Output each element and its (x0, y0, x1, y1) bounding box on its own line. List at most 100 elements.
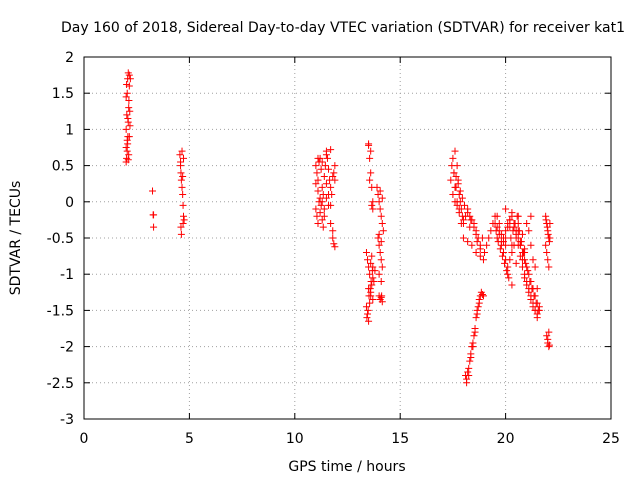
data-point (502, 205, 510, 213)
data-point (126, 107, 134, 115)
data-point (327, 201, 335, 209)
data-point (378, 298, 386, 306)
data-point (508, 241, 516, 249)
data-point (479, 256, 487, 264)
data-point (451, 147, 459, 155)
data-points (122, 69, 554, 387)
data-point (373, 183, 381, 191)
data-point (376, 187, 384, 195)
data-point (529, 256, 537, 264)
data-point (368, 201, 376, 209)
data-point (179, 154, 187, 162)
data-point (368, 281, 376, 289)
data-point (331, 243, 339, 251)
data-point (317, 165, 325, 173)
data-point (514, 241, 522, 249)
plot-frame (83, 56, 612, 420)
data-point (516, 238, 524, 246)
data-point (124, 156, 132, 164)
data-point (364, 256, 372, 264)
data-point (364, 306, 372, 314)
data-point (479, 292, 487, 300)
data-point (312, 162, 320, 170)
data-point (497, 230, 505, 238)
axis-ticks (83, 56, 612, 420)
data-point (512, 230, 520, 238)
data-point (451, 198, 459, 206)
data-point (459, 234, 467, 242)
data-point (318, 183, 326, 191)
data-point (523, 220, 531, 228)
y-tick-label: -0.5 (47, 231, 74, 247)
data-point (545, 263, 553, 271)
data-point (362, 248, 370, 256)
data-point (375, 270, 383, 278)
data-point (377, 277, 385, 285)
data-point (512, 259, 520, 267)
data-point (492, 227, 500, 235)
data-point (493, 212, 501, 220)
data-point (455, 191, 463, 199)
data-point (542, 216, 550, 224)
data-point (312, 180, 320, 188)
data-point (523, 281, 531, 289)
data-point (455, 209, 463, 217)
y-tick-label: 1.5 (52, 86, 74, 102)
data-point (466, 357, 474, 365)
data-point (325, 165, 333, 173)
data-point (506, 256, 514, 264)
data-point (320, 205, 328, 213)
data-point (123, 81, 131, 89)
data-point (123, 147, 131, 155)
data-point (476, 252, 484, 260)
data-point (313, 169, 321, 177)
data-point (177, 230, 185, 238)
data-point (369, 198, 377, 206)
data-point (377, 212, 385, 220)
data-point (449, 191, 457, 199)
data-point (377, 256, 385, 264)
data-point (527, 212, 535, 220)
data-point (546, 220, 554, 228)
data-point (178, 147, 186, 155)
data-point (473, 310, 481, 318)
data-point (124, 115, 132, 123)
data-point (365, 292, 373, 300)
data-point (508, 209, 516, 217)
data-point (323, 154, 331, 162)
data-point (543, 248, 551, 256)
data-point (521, 248, 529, 256)
data-point (533, 314, 541, 322)
data-point (320, 212, 328, 220)
data-point (327, 146, 335, 154)
x-tick-labels: 0 5 10 15 20 25 (80, 431, 620, 447)
data-point (126, 75, 134, 83)
data-point (366, 154, 374, 162)
data-point (369, 296, 377, 304)
data-point (378, 220, 386, 228)
data-point (525, 227, 533, 235)
data-point (320, 172, 328, 180)
data-point (502, 241, 510, 249)
data-point (515, 227, 523, 235)
data-point (533, 285, 541, 293)
data-point (530, 292, 538, 300)
data-point (366, 176, 374, 184)
data-point (312, 205, 320, 213)
data-point (514, 212, 522, 220)
data-point (368, 267, 376, 275)
x-tick-label: 20 (497, 431, 515, 447)
data-point (369, 274, 377, 282)
data-point (518, 230, 526, 238)
x-tick-label: 25 (602, 431, 620, 447)
data-point (473, 238, 481, 246)
data-point (378, 194, 386, 202)
data-point (518, 256, 526, 264)
data-point (378, 292, 386, 300)
data-point (378, 263, 386, 271)
data-point (368, 252, 376, 260)
data-point (503, 267, 511, 275)
data-point (450, 169, 458, 177)
data-point (460, 201, 468, 209)
